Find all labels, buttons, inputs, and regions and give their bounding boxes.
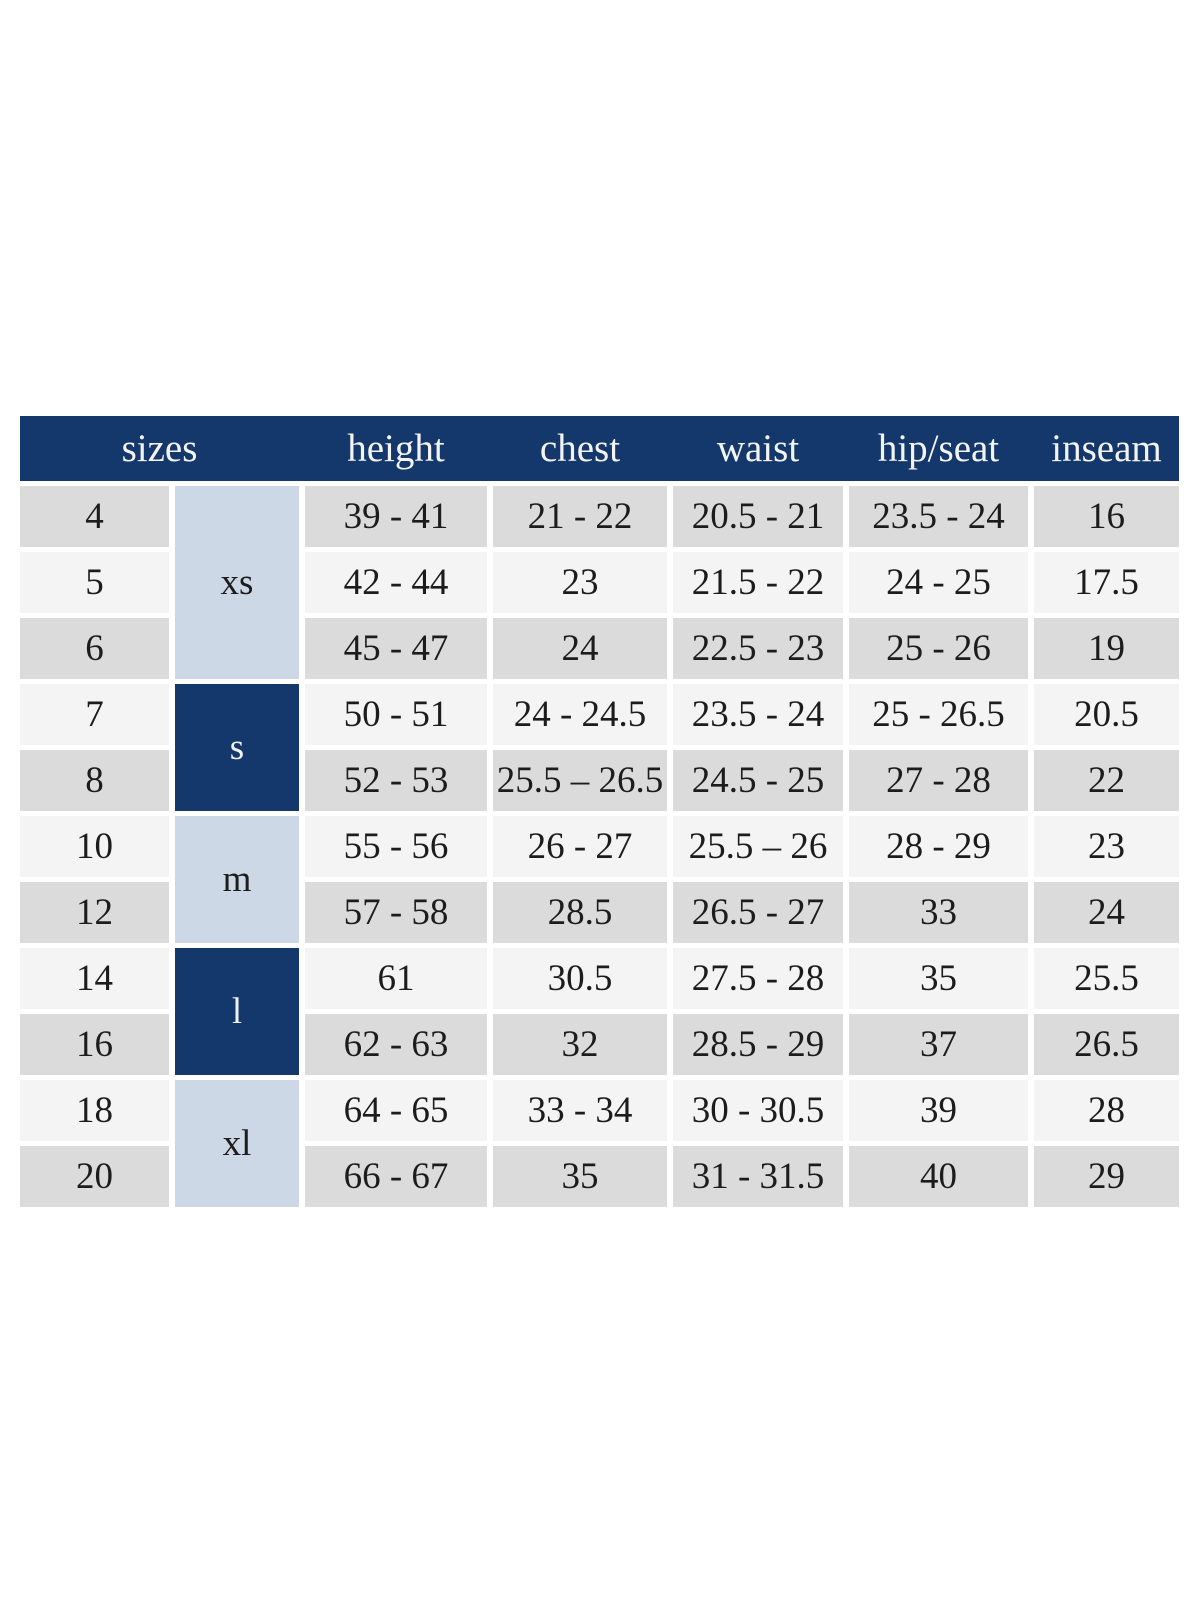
size-cell: 20 [20, 1146, 169, 1207]
column-header-height: height [347, 427, 445, 470]
data-cell-hip_seat: 37 [849, 1014, 1028, 1075]
size-cell: 12 [20, 882, 169, 943]
data-cell-hip_seat: 39 [849, 1080, 1028, 1141]
data-cell-chest: 26 - 27 [493, 816, 667, 877]
data-cell-inseam: 26.5 [1034, 1014, 1179, 1075]
data-cell-chest: 30.5 [493, 948, 667, 1009]
data-cell-inseam: 19 [1034, 618, 1179, 679]
data-cell-hip_seat: 23.5 - 24 [849, 486, 1028, 547]
size-chart-table: sizes height chest waist hip/seat inseam… [20, 416, 1179, 1207]
data-cell-height: 52 - 53 [305, 750, 487, 811]
column-header-inseam: inseam [1051, 427, 1162, 470]
data-cell-hip_seat: 25 - 26 [849, 618, 1028, 679]
data-cell-hip_seat: 35 [849, 948, 1028, 1009]
data-cell-waist: 30 - 30.5 [673, 1080, 843, 1141]
size-group-cell-xs: xs [175, 486, 299, 679]
size-cell: 16 [20, 1014, 169, 1075]
data-cell-inseam: 16 [1034, 486, 1179, 547]
size-cell: 6 [20, 618, 169, 679]
size-cell: 7 [20, 684, 169, 745]
data-cell-chest: 24 [493, 618, 667, 679]
data-cell-waist: 20.5 - 21 [673, 486, 843, 547]
data-cell-inseam: 25.5 [1034, 948, 1179, 1009]
data-cell-chest: 35 [493, 1146, 667, 1207]
data-cell-inseam: 23 [1034, 816, 1179, 877]
data-cell-hip_seat: 33 [849, 882, 1028, 943]
size-group-cell-xl: xl [175, 1080, 299, 1207]
data-cell-waist: 28.5 - 29 [673, 1014, 843, 1075]
data-cell-chest: 21 - 22 [493, 486, 667, 547]
data-cell-height: 42 - 44 [305, 552, 487, 613]
size-cell: 10 [20, 816, 169, 877]
data-cell-chest: 32 [493, 1014, 667, 1075]
data-cell-height: 62 - 63 [305, 1014, 487, 1075]
data-cell-hip_seat: 24 - 25 [849, 552, 1028, 613]
size-cell: 4 [20, 486, 169, 547]
size-cell: 8 [20, 750, 169, 811]
column-header-sizes: sizes [121, 427, 198, 470]
data-cell-inseam: 17.5 [1034, 552, 1179, 613]
column-header-chest: chest [539, 427, 621, 470]
data-cell-inseam: 29 [1034, 1146, 1179, 1207]
data-cell-inseam: 22 [1034, 750, 1179, 811]
data-cell-inseam: 20.5 [1034, 684, 1179, 745]
data-cell-hip_seat: 28 - 29 [849, 816, 1028, 877]
data-cell-hip_seat: 27 - 28 [849, 750, 1028, 811]
data-cell-height: 55 - 56 [305, 816, 487, 877]
column-header-hip-seat: hip/seat [877, 427, 1000, 470]
data-cell-inseam: 28 [1034, 1080, 1179, 1141]
data-cell-chest: 25.5 – 26.5 [493, 750, 667, 811]
column-header-waist: waist [716, 427, 800, 470]
data-cell-hip_seat: 25 - 26.5 [849, 684, 1028, 745]
data-cell-height: 61 [305, 948, 487, 1009]
size-group-cell-l: l [175, 948, 299, 1075]
data-cell-chest: 24 - 24.5 [493, 684, 667, 745]
data-cell-height: 45 - 47 [305, 618, 487, 679]
data-cell-height: 50 - 51 [305, 684, 487, 745]
data-cell-waist: 24.5 - 25 [673, 750, 843, 811]
data-cell-height: 57 - 58 [305, 882, 487, 943]
data-cell-waist: 22.5 - 23 [673, 618, 843, 679]
table-header-row: sizes height chest waist hip/seat inseam [20, 416, 1179, 481]
data-cell-inseam: 24 [1034, 882, 1179, 943]
data-cell-chest: 33 - 34 [493, 1080, 667, 1141]
data-cell-waist: 25.5 – 26 [673, 816, 843, 877]
size-group-cell-s: s [175, 684, 299, 811]
data-cell-waist: 31 - 31.5 [673, 1146, 843, 1207]
size-cell: 14 [20, 948, 169, 1009]
data-cell-height: 66 - 67 [305, 1146, 487, 1207]
data-cell-height: 39 - 41 [305, 486, 487, 547]
size-cell: 18 [20, 1080, 169, 1141]
size-cell: 5 [20, 552, 169, 613]
data-cell-chest: 23 [493, 552, 667, 613]
data-cell-waist: 27.5 - 28 [673, 948, 843, 1009]
data-cell-waist: 21.5 - 22 [673, 552, 843, 613]
table-body: 4 39 - 41 21 - 22 20.5 - 21 23.5 - 24 16 5 42 -… [20, 486, 1179, 1207]
data-cell-waist: 23.5 - 24 [673, 684, 843, 745]
data-cell-hip_seat: 40 [849, 1146, 1028, 1207]
data-cell-chest: 28.5 [493, 882, 667, 943]
data-cell-height: 64 - 65 [305, 1080, 487, 1141]
data-cell-waist: 26.5 - 27 [673, 882, 843, 943]
size-group-cell-m: m [175, 816, 299, 943]
